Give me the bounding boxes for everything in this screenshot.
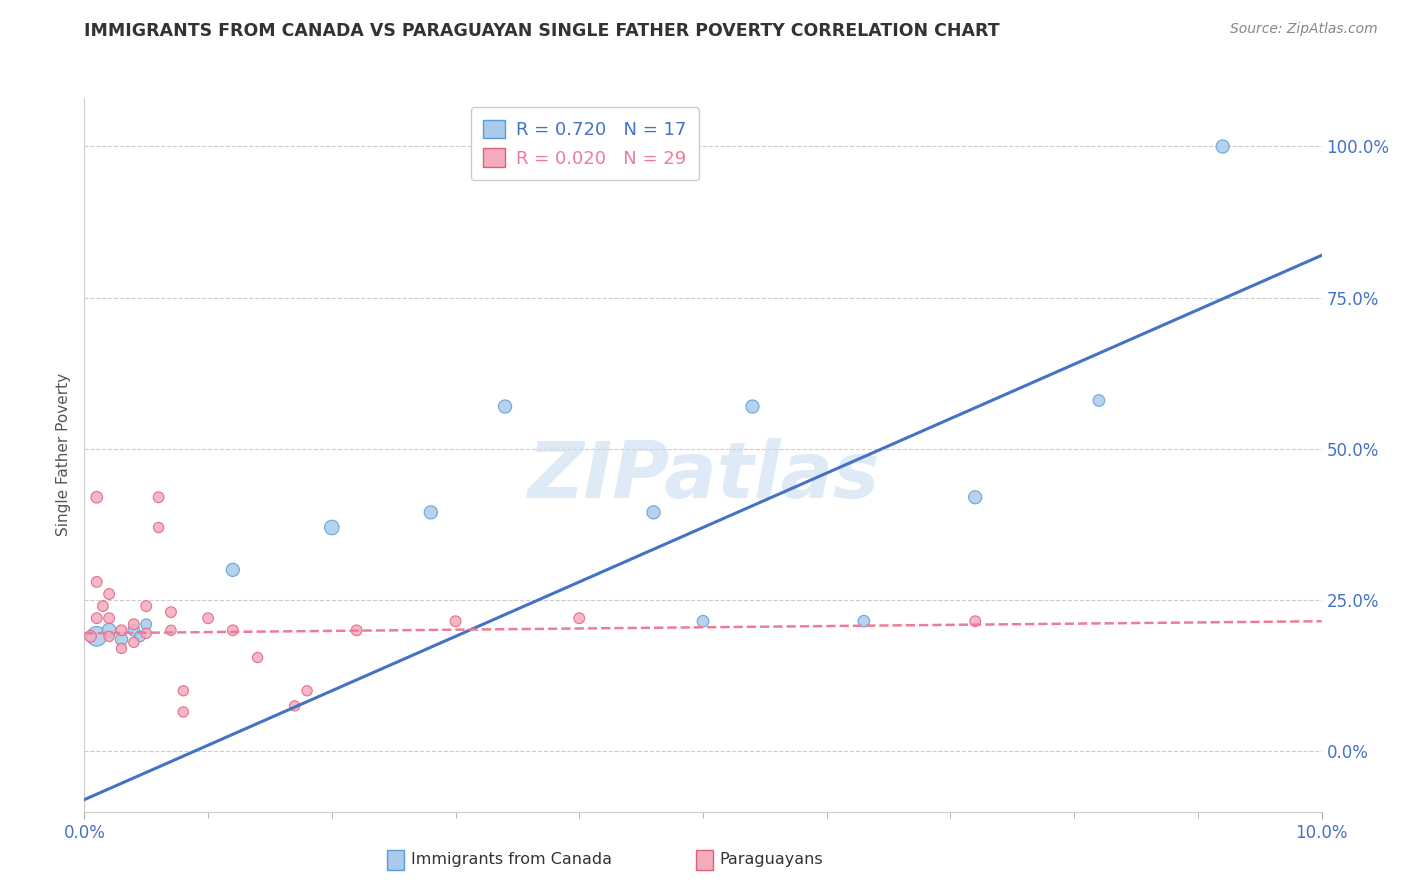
Point <box>346 624 368 638</box>
Point <box>965 614 987 628</box>
Point <box>852 614 875 628</box>
Point <box>295 683 318 698</box>
Point <box>98 624 121 638</box>
Point <box>98 629 121 643</box>
Text: ZIPatlas: ZIPatlas <box>527 438 879 515</box>
Point <box>79 629 101 643</box>
Point <box>321 520 343 534</box>
Point <box>86 629 108 643</box>
Point <box>222 624 245 638</box>
Point <box>135 626 157 640</box>
Point <box>444 614 467 628</box>
Point <box>148 490 170 504</box>
Point <box>1212 139 1234 153</box>
Point <box>98 611 121 625</box>
Point <box>1088 393 1111 408</box>
Point <box>110 632 132 647</box>
Point <box>91 599 114 613</box>
Point <box>160 605 183 619</box>
Point <box>129 629 152 643</box>
Point <box>222 563 245 577</box>
Point <box>172 705 194 719</box>
Point <box>122 624 145 638</box>
Point <box>110 624 132 638</box>
Point <box>148 520 170 534</box>
Text: Source: ZipAtlas.com: Source: ZipAtlas.com <box>1230 22 1378 37</box>
Point <box>172 683 194 698</box>
Text: Immigrants from Canada: Immigrants from Canada <box>411 853 612 867</box>
Point <box>98 587 121 601</box>
Text: Paraguayans: Paraguayans <box>720 853 824 867</box>
Point <box>122 617 145 632</box>
Y-axis label: Single Father Poverty: Single Father Poverty <box>56 374 72 536</box>
Point <box>135 617 157 632</box>
Point <box>86 611 108 625</box>
Point <box>568 611 591 625</box>
Point <box>741 400 763 414</box>
Point <box>86 574 108 589</box>
Point <box>692 614 714 628</box>
Point <box>86 490 108 504</box>
Point <box>284 698 307 713</box>
Point <box>643 505 665 519</box>
Point <box>135 599 157 613</box>
Point <box>494 400 516 414</box>
Point <box>965 490 987 504</box>
Legend: R = 0.720   N = 17, R = 0.020   N = 29: R = 0.720 N = 17, R = 0.020 N = 29 <box>471 107 699 180</box>
Point <box>419 505 441 519</box>
Point <box>110 641 132 656</box>
Point <box>160 624 183 638</box>
Point <box>246 650 269 665</box>
Point <box>197 611 219 625</box>
Text: IMMIGRANTS FROM CANADA VS PARAGUAYAN SINGLE FATHER POVERTY CORRELATION CHART: IMMIGRANTS FROM CANADA VS PARAGUAYAN SIN… <box>84 22 1000 40</box>
Point <box>122 635 145 649</box>
